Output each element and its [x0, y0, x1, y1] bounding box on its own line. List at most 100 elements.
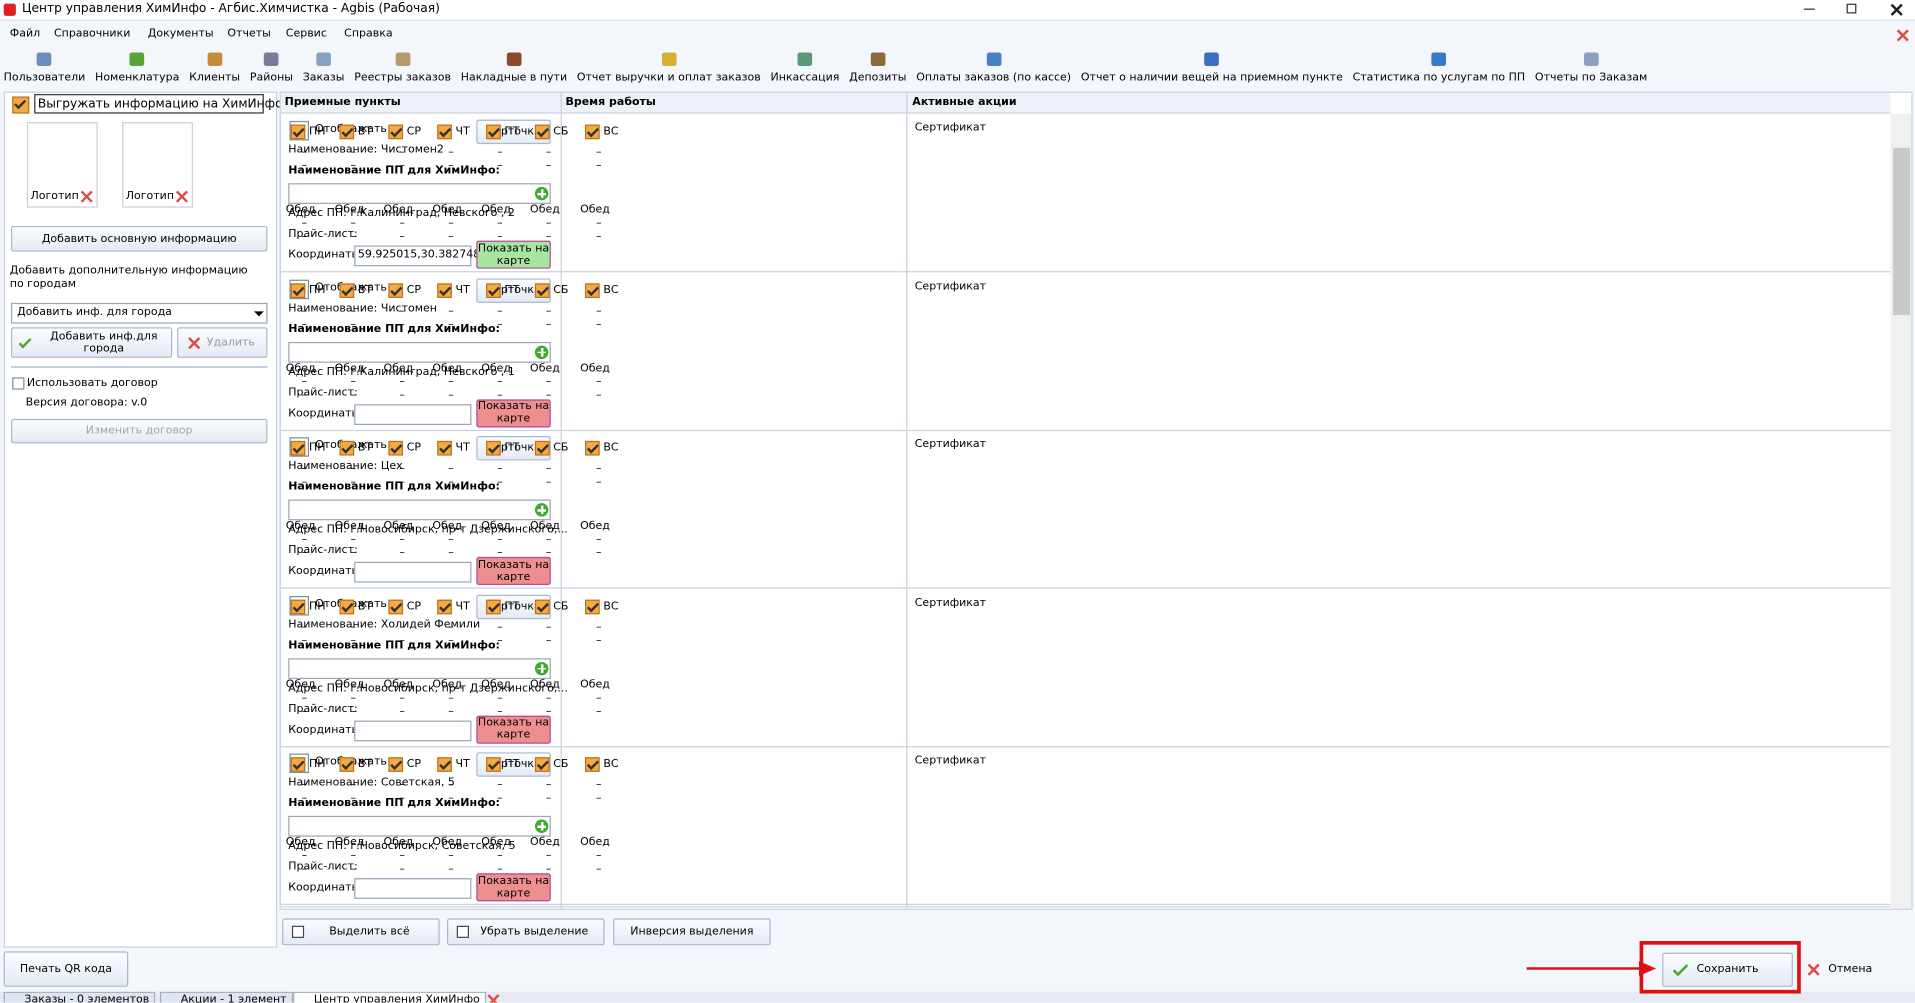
day-checkbox[interactable]: [585, 757, 600, 772]
menu-item[interactable]: Сервис: [285, 28, 327, 41]
logo-delete[interactable]: [176, 191, 188, 203]
day-checkbox[interactable]: [388, 440, 404, 456]
contract-checkbox[interactable]: [12, 377, 25, 390]
day-checkbox[interactable]: [339, 440, 355, 456]
day-checkbox[interactable]: [290, 282, 306, 298]
delete-button[interactable]: Удалить: [177, 327, 268, 358]
day-checkbox[interactable]: [388, 599, 404, 614]
toolbar-button[interactable]: Статистика по услугам по ПП: [1351, 49, 1526, 88]
toolbar-button[interactable]: Районы: [249, 49, 295, 88]
toolbar-button[interactable]: Накладные в пути: [460, 49, 569, 88]
day-checkbox[interactable]: [290, 440, 306, 456]
toolbar-button[interactable]: Отчеты по Заказам: [1534, 49, 1649, 88]
save-button[interactable]: Сохранить: [1662, 952, 1793, 987]
day-checkbox[interactable]: [486, 599, 501, 614]
himinfo-name-input[interactable]: [288, 341, 551, 363]
add-main-button[interactable]: Добавить основную информацию: [10, 225, 268, 252]
himinfo-name-input[interactable]: [288, 815, 551, 837]
restore[interactable]: [1846, 3, 1857, 14]
close-doc[interactable]: [1897, 29, 1909, 41]
himinfo-name-input[interactable]: [288, 499, 551, 521]
scrollbar[interactable]: [1890, 113, 1912, 909]
day-checkbox[interactable]: [486, 440, 501, 456]
day-checkbox[interactable]: [339, 757, 355, 772]
toolbar-button[interactable]: Отчет выручки и оплат заказов: [576, 49, 762, 88]
show-on-map-button[interactable]: Показать на карте: [476, 556, 551, 586]
day-checkbox[interactable]: [388, 124, 404, 140]
day-checkbox[interactable]: [388, 757, 404, 772]
himinfo-name-input[interactable]: [288, 657, 551, 679]
toolbar-button[interactable]: Пользователи: [2, 49, 86, 88]
toolbar-button[interactable]: Заказы: [302, 49, 346, 88]
print-qr-button[interactable]: Печать QR кода: [3, 951, 129, 987]
coordinates-input[interactable]: 59.925015,30.382748: [354, 245, 480, 267]
tab-close[interactable]: [488, 994, 500, 1003]
add-icon[interactable]: [534, 186, 549, 201]
menu-item[interactable]: Отчеты: [227, 28, 271, 41]
day-checkbox[interactable]: [585, 124, 600, 140]
show-on-map-button[interactable]: Показать на карте: [476, 715, 551, 744]
document-tab[interactable]: Акции - 1 элемент: [159, 991, 293, 1003]
add-city-button[interactable]: Добавить инф.для города: [10, 327, 173, 358]
day-checkbox[interactable]: [585, 440, 600, 456]
minimize[interactable]: [1803, 8, 1815, 10]
add-icon[interactable]: [534, 503, 549, 517]
coordinates-input[interactable]: [354, 719, 472, 741]
day-checkbox[interactable]: [437, 599, 452, 614]
document-tab[interactable]: Центр управления ХимИнфо: [293, 991, 486, 1003]
day-checkbox[interactable]: [486, 757, 501, 772]
day-checkbox[interactable]: [585, 282, 600, 298]
city-select[interactable]: Добавить инф. для города: [10, 302, 268, 324]
day-checkbox[interactable]: [437, 440, 452, 456]
toolbar-button[interactable]: Реестры заказов: [353, 49, 452, 88]
day-checkbox[interactable]: [534, 440, 550, 456]
toolbar-button[interactable]: Депозиты: [848, 49, 908, 88]
day-checkbox[interactable]: [290, 757, 306, 772]
day-checkbox[interactable]: [290, 124, 306, 140]
grid-action-button[interactable]: Инверсия выделения: [613, 918, 771, 946]
logo-box[interactable]: Логотип: [26, 122, 98, 208]
toolbar-button[interactable]: Отчет о наличии вещей на приемном пункте: [1080, 49, 1344, 88]
day-checkbox[interactable]: [339, 124, 355, 140]
day-checkbox[interactable]: [290, 599, 306, 614]
add-icon[interactable]: [534, 661, 549, 675]
day-checkbox[interactable]: [388, 282, 404, 298]
logo-delete[interactable]: [81, 191, 93, 203]
toolbar-button[interactable]: Клиенты: [188, 49, 241, 88]
toolbar-button[interactable]: Номенклатура: [94, 49, 181, 88]
show-on-map-button[interactable]: Показать на карте: [476, 398, 551, 427]
day-checkbox[interactable]: [339, 599, 355, 614]
change-contract-button[interactable]: Изменить договор: [10, 418, 268, 444]
day-checkbox[interactable]: [437, 757, 452, 772]
add-icon[interactable]: [534, 345, 549, 359]
day-checkbox[interactable]: [486, 282, 501, 298]
document-tab[interactable]: Заказы - 0 элементов: [3, 991, 156, 1003]
day-checkbox[interactable]: [585, 599, 600, 614]
toolbar-button[interactable]: Оплаты заказов (по кассе): [915, 49, 1072, 88]
menu-item[interactable]: Справочники: [53, 28, 131, 41]
add-icon[interactable]: [534, 819, 549, 833]
coordinates-input[interactable]: [354, 561, 472, 583]
grid-action-button[interactable]: Выделить всё: [282, 918, 440, 946]
day-checkbox[interactable]: [534, 124, 550, 140]
show-on-map-button[interactable]: Показать на карте: [476, 873, 551, 902]
day-checkbox[interactable]: [486, 124, 501, 140]
menu-item[interactable]: Справка: [344, 28, 393, 41]
day-checkbox[interactable]: [534, 599, 550, 614]
grid-action-button[interactable]: Убрать выделение: [446, 918, 605, 946]
day-checkbox[interactable]: [534, 757, 550, 772]
close[interactable]: [1891, 4, 1903, 16]
day-checkbox[interactable]: [437, 124, 452, 140]
coordinates-input[interactable]: [354, 403, 472, 425]
cancel-button[interactable]: Отмена: [1799, 953, 1902, 987]
toolbar-button[interactable]: Инкассация: [769, 49, 840, 88]
export-checkbox[interactable]: [12, 96, 30, 114]
menu-item[interactable]: Документы: [147, 28, 214, 41]
coordinates-input[interactable]: [354, 878, 472, 899]
day-checkbox[interactable]: [339, 282, 355, 298]
menu-item[interactable]: Файл: [9, 28, 41, 41]
day-checkbox[interactable]: [437, 282, 452, 298]
day-checkbox[interactable]: [534, 282, 550, 298]
logo-box[interactable]: Логотип: [122, 122, 193, 208]
show-on-map-button[interactable]: Показать на карте: [476, 240, 551, 269]
